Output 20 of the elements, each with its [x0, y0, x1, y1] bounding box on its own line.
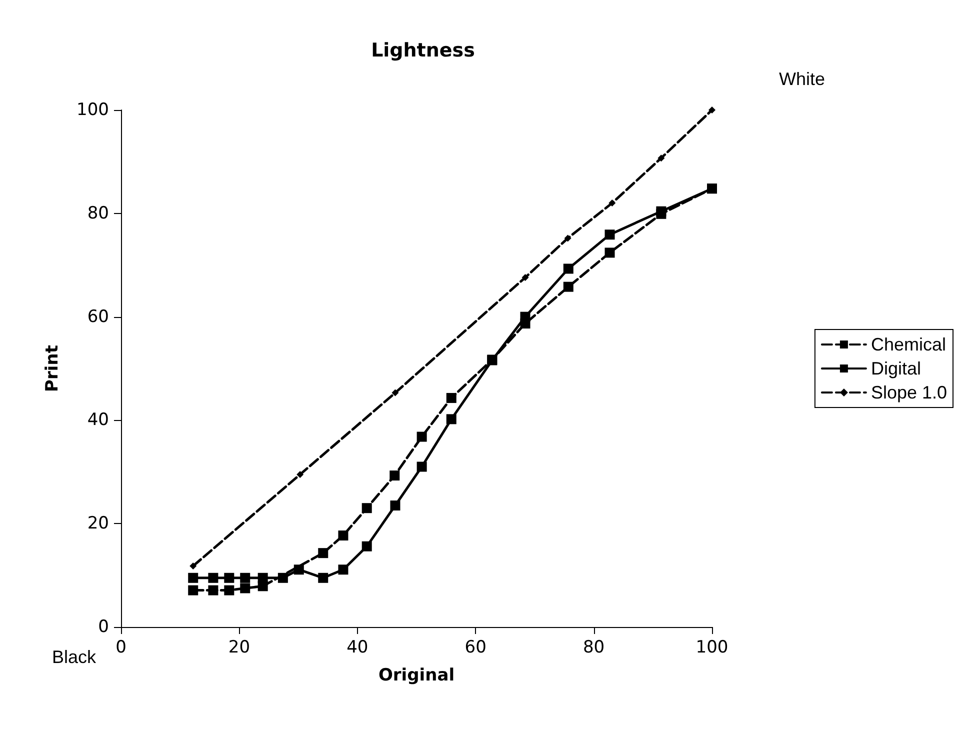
x-tick-label: 20	[228, 638, 250, 658]
x-tick-label: 80	[582, 638, 605, 658]
x-tick-label: 0	[116, 638, 126, 658]
text: White	[778, 69, 826, 89]
legend-label: Chemical	[870, 334, 946, 354]
x-tick-label: 100	[696, 638, 728, 658]
y-tick-label: 60	[87, 306, 109, 327]
y-tick-label: 40	[87, 410, 109, 430]
legend-label: Digital	[870, 358, 921, 378]
y-tick-label: 0	[98, 617, 109, 637]
x-axis-title: Original	[378, 666, 455, 686]
legend-label: Slope 1.0	[870, 382, 947, 402]
text: Black	[52, 647, 98, 667]
x-tick-label: 60	[464, 638, 486, 658]
chart-title: Lightness	[371, 40, 475, 62]
y-tick-label: 20	[87, 514, 109, 534]
y-tick-label: 100	[76, 100, 109, 120]
y-tick-label: 80	[87, 203, 109, 224]
x-tick-label: 40	[346, 638, 368, 658]
y-axis-title: Print	[42, 345, 62, 392]
